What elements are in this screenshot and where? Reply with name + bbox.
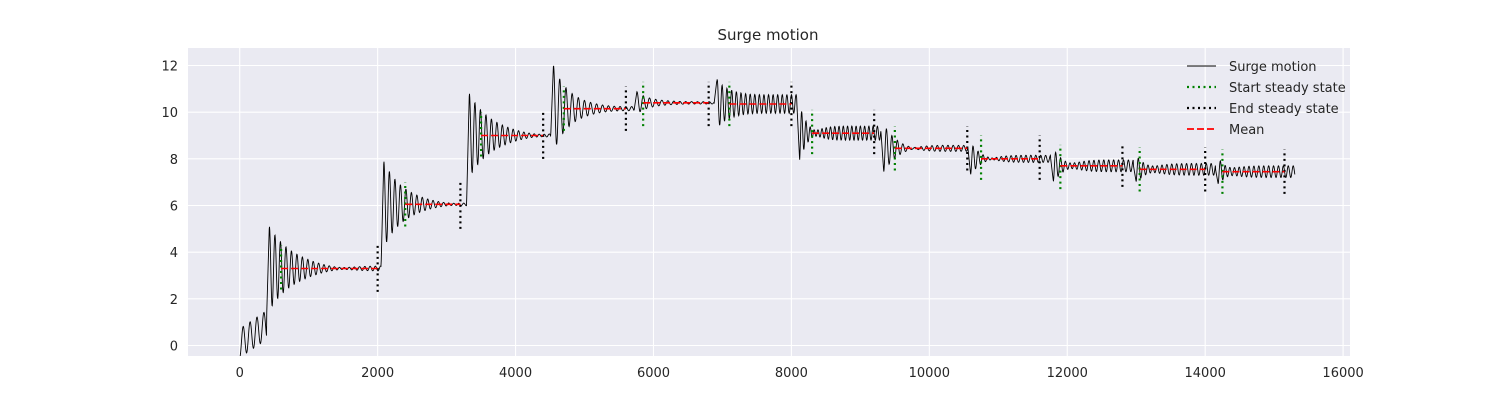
y-tick-label: 10 <box>161 106 178 121</box>
x-tick-label: 14000 <box>1185 366 1226 381</box>
x-axis-ticks: 0 2000 4000 6000 8000 10000 12000 14000 16000 <box>236 366 1364 381</box>
x-tick-label: 0 <box>236 366 244 381</box>
legend-label: Start steady state <box>1229 81 1346 96</box>
x-tick-label: 4000 <box>499 366 532 381</box>
y-tick-label: 2 <box>170 293 178 308</box>
x-tick-label: 10000 <box>909 366 950 381</box>
legend-label: Mean <box>1229 123 1264 138</box>
legend: Surge motion Start steady state End steady… <box>1187 60 1346 138</box>
x-tick-label: 16000 <box>1322 366 1363 381</box>
y-tick-label: 12 <box>161 60 178 75</box>
grid <box>188 48 1350 356</box>
x-tick-label: 8000 <box>775 366 808 381</box>
legend-label: Surge motion <box>1229 60 1317 75</box>
y-tick-label: 0 <box>170 340 178 355</box>
x-tick-label: 2000 <box>361 366 394 381</box>
y-axis-ticks: 0 2 4 6 8 10 12 <box>161 60 178 355</box>
x-tick-label: 12000 <box>1047 366 1088 381</box>
chart-title: Surge motion <box>718 26 819 44</box>
y-tick-label: 4 <box>170 246 178 261</box>
x-tick-label: 6000 <box>637 366 670 381</box>
plot-area <box>188 48 1350 356</box>
legend-label: End steady state <box>1229 102 1339 117</box>
y-tick-label: 6 <box>170 200 178 215</box>
y-tick-label: 8 <box>170 153 178 168</box>
data-layer <box>239 65 1296 356</box>
